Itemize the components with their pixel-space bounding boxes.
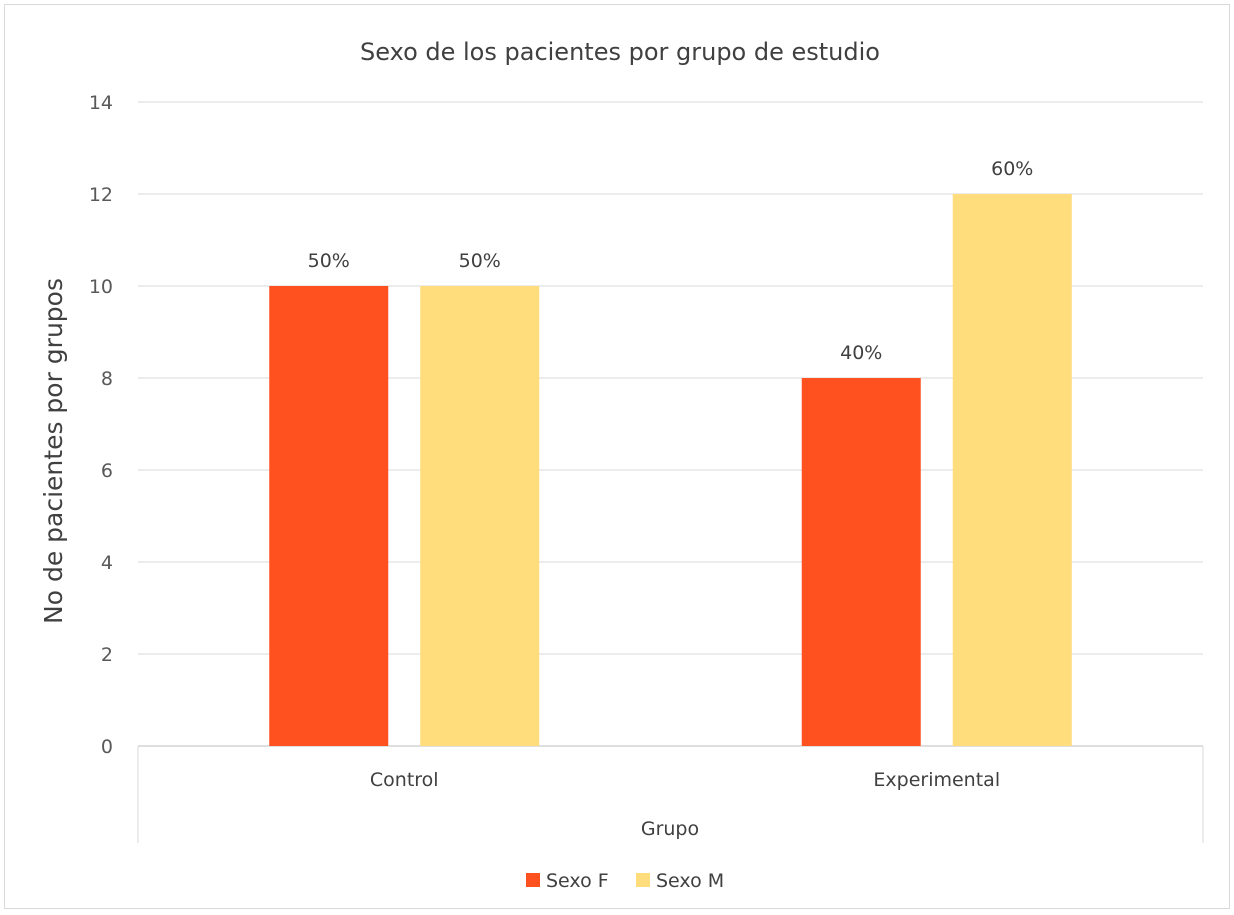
x-axis-label: Grupo [641, 818, 699, 840]
legend-label: Sexo F [546, 870, 609, 892]
legend-swatch [636, 873, 650, 887]
x-tick-label: Experimental [873, 769, 1000, 791]
bar-chart: Sexo de los pacientes por grupo de estud… [39, 38, 1204, 892]
y-tick-label: 0 [101, 736, 113, 758]
y-tick-label: 4 [101, 552, 113, 574]
data-label: 50% [308, 250, 350, 272]
x-tick-label: Control [370, 769, 439, 791]
y-tick-label: 12 [89, 184, 113, 206]
bars [269, 194, 1072, 746]
y-axis-label: No de pacientes por grupos [39, 278, 68, 624]
data-label: 50% [459, 250, 501, 272]
y-tick-label: 8 [101, 368, 113, 390]
bar-sexo-f [269, 286, 389, 746]
y-tick-label: 14 [89, 92, 113, 114]
bar-sexo-m [420, 286, 540, 746]
y-tick-label: 6 [101, 460, 113, 482]
bar-sexo-f [801, 378, 921, 746]
legend-swatch [526, 873, 540, 887]
legend-label: Sexo M [656, 870, 724, 892]
data-label: 60% [991, 158, 1033, 180]
bar-sexo-m [952, 194, 1072, 746]
legend: Sexo F Sexo M [526, 870, 724, 892]
x-axis-categories: Control Experimental [370, 769, 1000, 791]
data-label: 40% [840, 342, 882, 364]
data-labels: 50% 50% 40% 60% [308, 158, 1034, 364]
y-tick-label: 10 [89, 276, 113, 298]
chart-area: Sexo de los pacientes por grupo de estud… [4, 4, 1230, 909]
y-tick-label: 2 [101, 644, 113, 666]
y-axis-ticks: 0 2 4 6 8 10 12 14 [89, 92, 113, 758]
chart-title: Sexo de los pacientes por grupo de estud… [360, 38, 880, 66]
